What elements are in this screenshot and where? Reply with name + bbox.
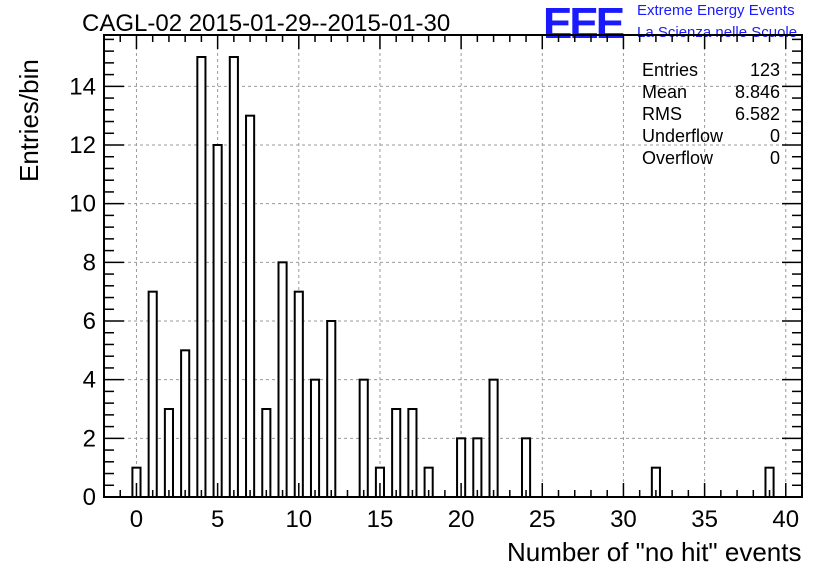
histogram-bar (358, 378, 369, 498)
histogram-bar (277, 261, 288, 499)
stats-row: Mean 8.846 (642, 81, 780, 103)
histogram-bar (228, 56, 239, 498)
logo-line-2: La Scienza nelle Scuole (637, 24, 798, 41)
x-tick-label: 40 (772, 506, 799, 533)
stats-value: 123 (749, 60, 780, 80)
histogram-bar (212, 144, 223, 498)
x-tick-label: 10 (285, 506, 312, 533)
y-axis-label: Entries/bin (14, 59, 44, 182)
histogram-bar (293, 290, 304, 498)
chart-title: CAGL-02 2015-01-29--2015-01-30 (82, 10, 451, 37)
histogram-bar (488, 378, 499, 498)
histogram-bar (309, 378, 321, 498)
eee-logo: EEE (543, 0, 625, 48)
stats-label: Entries (642, 60, 699, 80)
x-tick-label: 30 (610, 506, 637, 533)
y-tick-label: 10 (69, 191, 96, 218)
y-tick-label: 14 (69, 73, 96, 100)
stats-box: Entries 123 Mean 8.846 RMS 6.582 Underflow 0 Ove… (642, 59, 780, 169)
y-tick-label: 4 (83, 367, 96, 394)
histogram-bar (520, 437, 532, 499)
histogram-bar (472, 437, 483, 499)
histogram-bar (261, 408, 272, 498)
stats-row: Overflow 0 (642, 147, 780, 169)
x-tick-label: 15 (367, 506, 394, 533)
histogram-bar (245, 114, 256, 499)
x-tick-label: 35 (691, 506, 718, 533)
x-tick-label: 5 (211, 506, 224, 533)
stats-row: Entries 123 (642, 59, 780, 81)
stats-value: 0 (769, 148, 780, 168)
y-tick-label: 0 (83, 484, 96, 511)
histogram-bar (407, 408, 418, 498)
histogram-bar (180, 349, 191, 499)
histogram-bar (163, 408, 174, 498)
y-tick-label: 12 (69, 132, 96, 159)
stats-label: Mean (642, 82, 688, 102)
y-tick-label: 8 (83, 249, 96, 276)
histogram-bar (391, 408, 402, 498)
logo-line-1: Extreme Energy Events (637, 2, 795, 19)
stats-value: 6.582 (734, 104, 780, 124)
stats-row: RMS 6.582 (642, 103, 780, 125)
stats-label: RMS (642, 104, 682, 124)
stats-value: 8.846 (734, 82, 780, 102)
stats-row: Underflow 0 (642, 125, 780, 147)
plot-frame (103, 34, 803, 498)
y-tick-label: 2 (83, 425, 96, 452)
x-tick-label: 0 (130, 506, 143, 533)
stats-label: Overflow (642, 148, 714, 168)
x-axis-label: Number of "no hit" events (507, 537, 802, 567)
histogram-bar (196, 56, 207, 498)
x-tick-label: 20 (448, 506, 475, 533)
stats-value: 0 (769, 126, 780, 146)
y-tick-label: 6 (83, 308, 96, 335)
x-tick-label: 25 (529, 506, 556, 533)
histogram-bar (326, 320, 337, 498)
histogram-bar (147, 290, 158, 498)
stats-label: Underflow (642, 126, 724, 146)
